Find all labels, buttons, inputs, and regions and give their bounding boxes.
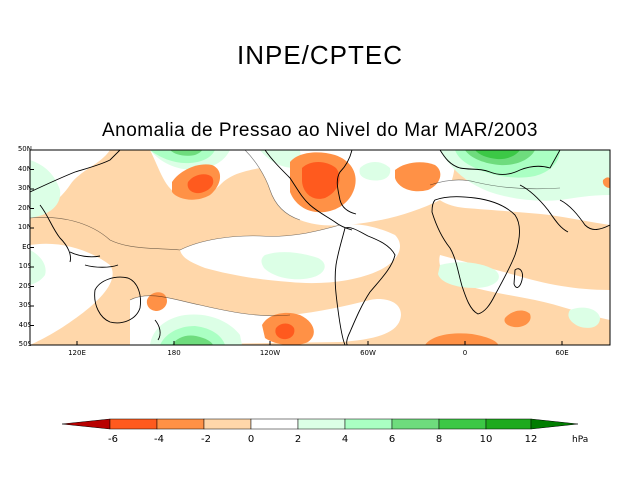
coast-africa — [431, 196, 520, 315]
coast-arabia — [519, 184, 569, 233]
colorbar-label: -2 — [201, 434, 211, 445]
lon-label-120e: 120E — [68, 349, 86, 357]
lat-label-10n: 10N — [17, 223, 32, 231]
lat-label-40n: 40N — [17, 165, 32, 173]
coast-nz — [154, 319, 161, 341]
colorbar-bin — [485, 418, 532, 430]
lat-label-10s: 10S — [18, 262, 32, 270]
region-g8-eurasia — [475, 150, 520, 160]
coast-asia — [30, 150, 121, 193]
lon-label-0: 0 — [462, 349, 468, 357]
coast-europe — [439, 150, 561, 175]
lat-label-30s: 30S — [18, 301, 32, 309]
colorbar-bin — [250, 418, 299, 430]
colorbar-unit: hPa — [572, 435, 589, 445]
anomaly-field — [30, 150, 610, 345]
lat-label-50n: 50N — [17, 145, 32, 153]
region-g6-spac — [172, 335, 213, 345]
colorbar-bin — [156, 418, 205, 430]
colorbar-label: 8 — [435, 434, 443, 445]
coast-south-america-west — [334, 227, 346, 345]
lon-label-120w: 120W — [259, 349, 281, 357]
coast-north-america-east — [336, 150, 357, 215]
colorbar-bin — [438, 418, 487, 430]
colorbar-label: 6 — [388, 434, 396, 445]
lat-label-40s: 40S — [18, 321, 32, 329]
coastlines — [30, 150, 610, 345]
lon-ticks — [76, 341, 563, 345]
colorbar-label: 0 — [247, 434, 255, 445]
region-orange-sio — [504, 310, 531, 328]
colorbar-bin — [203, 418, 252, 430]
region-lg-indiansouth — [568, 307, 600, 328]
coast-south-america-east — [344, 227, 396, 345]
colorbar-bin — [109, 418, 158, 430]
region-g6-npac — [170, 150, 202, 156]
colorbar-bin — [297, 418, 346, 430]
region-orange-satl — [425, 333, 498, 345]
colorbar-arrow-low — [61, 418, 111, 430]
colorbar-label: -4 — [154, 434, 164, 445]
lon-label-180: 180 — [167, 349, 181, 357]
region-red-namerica — [302, 162, 340, 199]
colorbar-arrow-high — [530, 418, 579, 430]
lat-label-eq: EQ — [22, 243, 32, 251]
colorbar-label: 4 — [341, 434, 349, 445]
region-lg-natl — [359, 162, 391, 181]
region-white-indian — [30, 243, 113, 345]
lat-label-20s: 20S — [18, 282, 32, 290]
colorbar-label: 2 — [294, 434, 302, 445]
coast-sea — [39, 204, 71, 263]
region-red-npac — [187, 174, 214, 194]
coast-australia — [94, 276, 141, 324]
lat-label-20n: 20N — [17, 204, 32, 212]
organization-title: INPE/CPTEC — [236, 40, 404, 70]
colorbar-label: 10 — [479, 434, 493, 445]
lat-label-30n: 30N — [17, 184, 32, 192]
region-orange-natl — [395, 162, 441, 192]
lat-ticks — [30, 149, 34, 346]
region-red-sepac — [275, 323, 295, 340]
lat-label-50s: 50S — [18, 340, 32, 348]
region-lg-african — [438, 262, 499, 288]
lon-label-60w: 60W — [360, 349, 376, 357]
region-lg-wpac — [30, 160, 61, 218]
region-lg-io — [30, 250, 46, 285]
coast-north-america-west — [264, 150, 353, 231]
region-white-africa — [430, 175, 610, 225]
colorbar-bin — [344, 418, 393, 430]
region-lg-epac — [261, 252, 325, 280]
lon-label-60e: 60E — [555, 349, 569, 357]
contour-lines — [30, 150, 561, 317]
map-title: Anomalia de Pressao ao Nivel do Mar MAR/… — [102, 120, 538, 141]
colorbar-label: -6 — [108, 434, 118, 445]
region-orange-east — [602, 177, 610, 188]
coast-madagascar — [513, 268, 523, 288]
region-mg-npac — [150, 150, 215, 164]
colorbar-bin — [391, 418, 440, 430]
colorbar — [61, 418, 579, 430]
colorbar-label: 12 — [524, 434, 538, 445]
coast-indonesia — [69, 251, 119, 268]
coast-india — [559, 199, 610, 230]
